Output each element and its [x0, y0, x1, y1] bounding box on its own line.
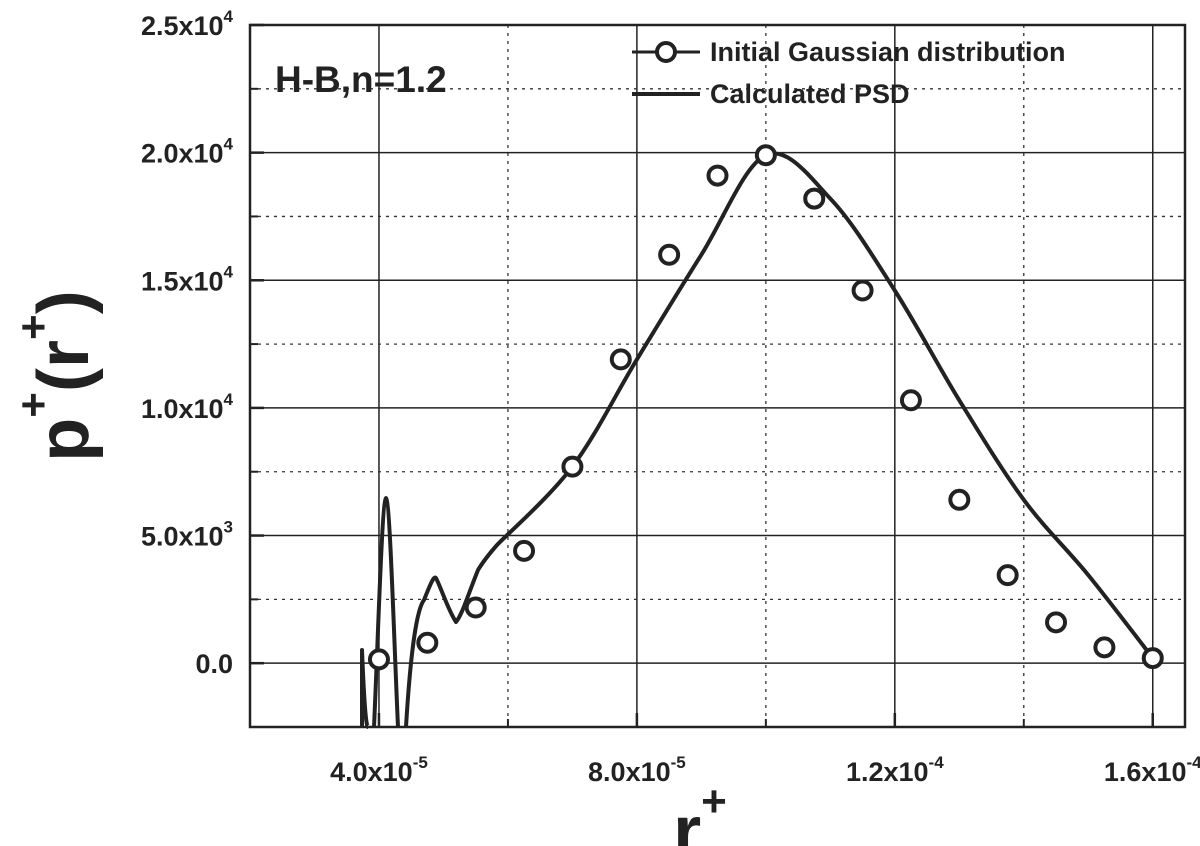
marker-initial-3 — [513, 539, 536, 562]
y-axis-title: p+(r+) — [9, 290, 104, 461]
legend-label-calculated: Calculated PSD — [710, 79, 910, 109]
marker-initial-1 — [416, 631, 439, 654]
marker-initial-8 — [754, 144, 777, 167]
y-tick-label-4: 2.0x104 — [141, 135, 234, 169]
marker-initial-9 — [803, 187, 826, 210]
marker-initial-2 — [464, 596, 487, 619]
legend-marker-initial — [655, 41, 677, 63]
annotation-label: H-B,n=1.2 — [275, 59, 447, 100]
marker-initial-16 — [1141, 647, 1164, 670]
marker-initial-15 — [1093, 636, 1116, 659]
marker-initial-0 — [367, 648, 390, 671]
marker-initial-11 — [899, 389, 922, 412]
x-tick-label-2: 1.2x10-4 — [846, 753, 944, 787]
legend-label-initial: Initial Gaussian distribution — [710, 37, 1066, 67]
series-line-calculated — [360, 151, 1155, 729]
x-tick-label-3: 1.6x10-4 — [1104, 753, 1200, 787]
grid-lines — [250, 24, 1185, 727]
marker-initial-10 — [851, 279, 874, 302]
y-tick-label-2: 1.0x104 — [141, 390, 234, 424]
y-tick-label-5: 2.5x104 — [141, 7, 234, 41]
series — [360, 144, 1164, 729]
marker-initial-5 — [609, 348, 632, 371]
marker-initial-14 — [1045, 611, 1068, 634]
y-tick-label-0: 0.0 — [195, 649, 233, 679]
legend: Initial Gaussian distribution Calculated… — [632, 37, 1066, 109]
x-tick-label-0: 4.0x10-5 — [330, 753, 428, 787]
marker-initial-7 — [706, 164, 729, 187]
marker-initial-4 — [561, 455, 584, 478]
marker-initial-6 — [658, 243, 681, 266]
plot-frame — [248, 23, 1187, 729]
y-tick-label-1: 5.0x103 — [141, 518, 233, 552]
x-axis-title: r+ — [673, 777, 727, 846]
x-tick-label-1: 8.0x10-5 — [588, 753, 686, 787]
axis-ticks: 4.0x10-5 8.0x10-5 1.2x10-4 1.6x10-4 0.0 5.0x1… — [141, 7, 1200, 787]
marker-initial-12 — [948, 488, 971, 511]
marker-initial-13 — [996, 564, 1019, 587]
y-tick-label-3: 1.5x104 — [141, 262, 234, 296]
